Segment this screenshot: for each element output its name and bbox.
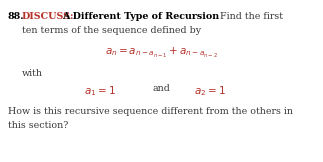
Text: DISCUSS:: DISCUSS: [22, 12, 75, 21]
Text: Find the first: Find the first [220, 12, 283, 21]
Text: $a_1 = 1$: $a_1 = 1$ [84, 84, 116, 98]
Text: this section?: this section? [8, 121, 68, 130]
Text: $a_2 = 1$: $a_2 = 1$ [194, 84, 226, 98]
Text: ten terms of the sequence defined by: ten terms of the sequence defined by [22, 26, 201, 35]
Text: $a_n = a_{n-a_{n-1}} + a_{n-a_{n-2}}$: $a_n = a_{n-a_{n-1}} + a_{n-a_{n-2}}$ [105, 46, 217, 60]
Text: A Different Type of Recursion: A Different Type of Recursion [62, 12, 219, 21]
Text: 88.: 88. [8, 12, 25, 21]
Text: and: and [152, 84, 170, 93]
Text: How is this recursive sequence different from the others in: How is this recursive sequence different… [8, 107, 293, 116]
Text: with: with [22, 69, 43, 78]
